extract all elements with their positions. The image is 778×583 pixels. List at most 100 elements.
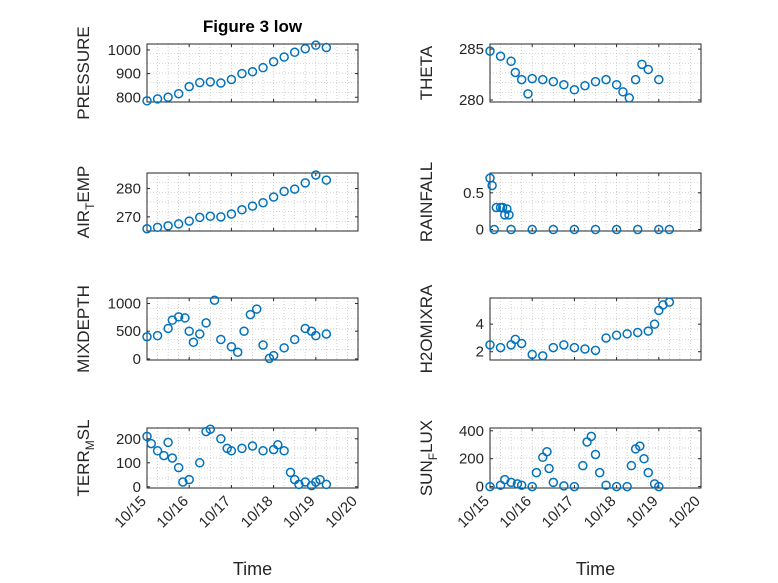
- y-tick-label: 1000: [108, 296, 141, 313]
- data-point: [586, 431, 597, 442]
- data-point: [279, 52, 289, 62]
- axes-box: [489, 427, 702, 489]
- data-point: [184, 326, 194, 336]
- data-point: [268, 192, 279, 202]
- data-point: [216, 212, 226, 222]
- subplot-theta: 280 285 THETA: [417, 41, 702, 109]
- data-point: [146, 438, 156, 449]
- data-point: [195, 212, 205, 223]
- data-point: [268, 57, 279, 67]
- data-point: [152, 330, 163, 341]
- data-point: [590, 76, 601, 87]
- data-point: [195, 458, 205, 468]
- data-point: [601, 480, 611, 490]
- y-tick-label: 0: [133, 351, 141, 368]
- data-point: [569, 342, 580, 353]
- data-point: [289, 47, 300, 58]
- data-point: [632, 327, 643, 338]
- data-point: [559, 481, 569, 491]
- data-point: [163, 437, 173, 448]
- data-point: [167, 453, 178, 463]
- data-point: [594, 467, 605, 478]
- data-point: [654, 74, 664, 85]
- data-point: [637, 59, 647, 70]
- y-tick-label: 200: [459, 451, 484, 468]
- y-tick-label: 0: [133, 479, 141, 496]
- data-point: [626, 460, 637, 471]
- data-point: [178, 477, 188, 487]
- axes-box: [489, 172, 702, 232]
- x-axis-label: Time: [233, 559, 272, 579]
- data-point: [311, 40, 321, 50]
- y-axis-label-part: THETA: [417, 45, 436, 100]
- data-point: [321, 175, 332, 185]
- data-point: [201, 318, 211, 328]
- y-axis-label-subscript: M: [83, 440, 97, 450]
- data-point: [649, 319, 660, 329]
- data-point: [232, 347, 243, 357]
- subplot-pressure: 800 900 1000 PRESSURE: [74, 26, 359, 120]
- y-axis-label: SUNFLUX: [417, 420, 440, 496]
- data-point: [485, 46, 495, 56]
- axes-box: [146, 172, 359, 232]
- data-point: [311, 170, 321, 180]
- y-axis-label-part: MIXDEPTH: [74, 285, 93, 373]
- data-point: [527, 481, 537, 492]
- data-point: [247, 201, 258, 211]
- data-point: [279, 186, 289, 197]
- data-point: [664, 224, 675, 235]
- y-tick-label: 800: [116, 89, 141, 106]
- data-point: [569, 481, 580, 492]
- data-point: [184, 81, 194, 92]
- data-point: [569, 224, 580, 235]
- axes-box: [489, 43, 702, 103]
- data-point: [300, 43, 310, 54]
- data-point: [611, 79, 622, 90]
- data-point: [321, 42, 332, 53]
- data-point: [226, 209, 237, 219]
- data-point: [580, 344, 590, 354]
- y-tick-label: 200: [116, 431, 141, 448]
- x-axis-label: Time: [576, 559, 615, 579]
- data-point: [159, 450, 169, 461]
- y-tick-label: 100: [116, 455, 141, 472]
- data-point: [548, 76, 559, 87]
- data-point: [523, 89, 533, 99]
- y-tick-label: 400: [459, 423, 484, 440]
- data-point: [180, 313, 190, 323]
- data-point: [142, 96, 152, 106]
- data-point: [611, 330, 622, 340]
- data-point: [512, 479, 523, 489]
- data-point: [226, 341, 237, 352]
- y-axis-label: RAINFALL: [417, 162, 436, 242]
- data-point: [485, 481, 495, 492]
- y-tick-label: 4: [476, 316, 484, 333]
- data-point: [216, 78, 226, 88]
- data-point: [506, 477, 516, 488]
- data-point: [622, 481, 632, 492]
- data-point: [635, 441, 645, 451]
- y-tick-label: 0: [476, 479, 484, 496]
- y-axis-label: TERRMSL: [74, 419, 97, 496]
- data-point: [538, 74, 548, 85]
- data-point: [163, 92, 173, 103]
- data-point: [195, 329, 205, 339]
- data-point: [548, 477, 559, 488]
- data-point: [654, 224, 664, 235]
- data-point: [630, 74, 641, 85]
- data-point: [247, 441, 258, 451]
- data-point: [527, 349, 537, 360]
- data-point: [237, 68, 247, 79]
- data-point: [289, 334, 300, 345]
- data-point: [485, 340, 495, 350]
- data-point: [544, 463, 554, 474]
- axes-box: [146, 43, 359, 103]
- data-point: [205, 424, 216, 434]
- data-point: [531, 467, 542, 478]
- data-point: [506, 56, 516, 67]
- data-point: [510, 67, 521, 78]
- data-point: [247, 66, 258, 77]
- data-point: [559, 79, 569, 90]
